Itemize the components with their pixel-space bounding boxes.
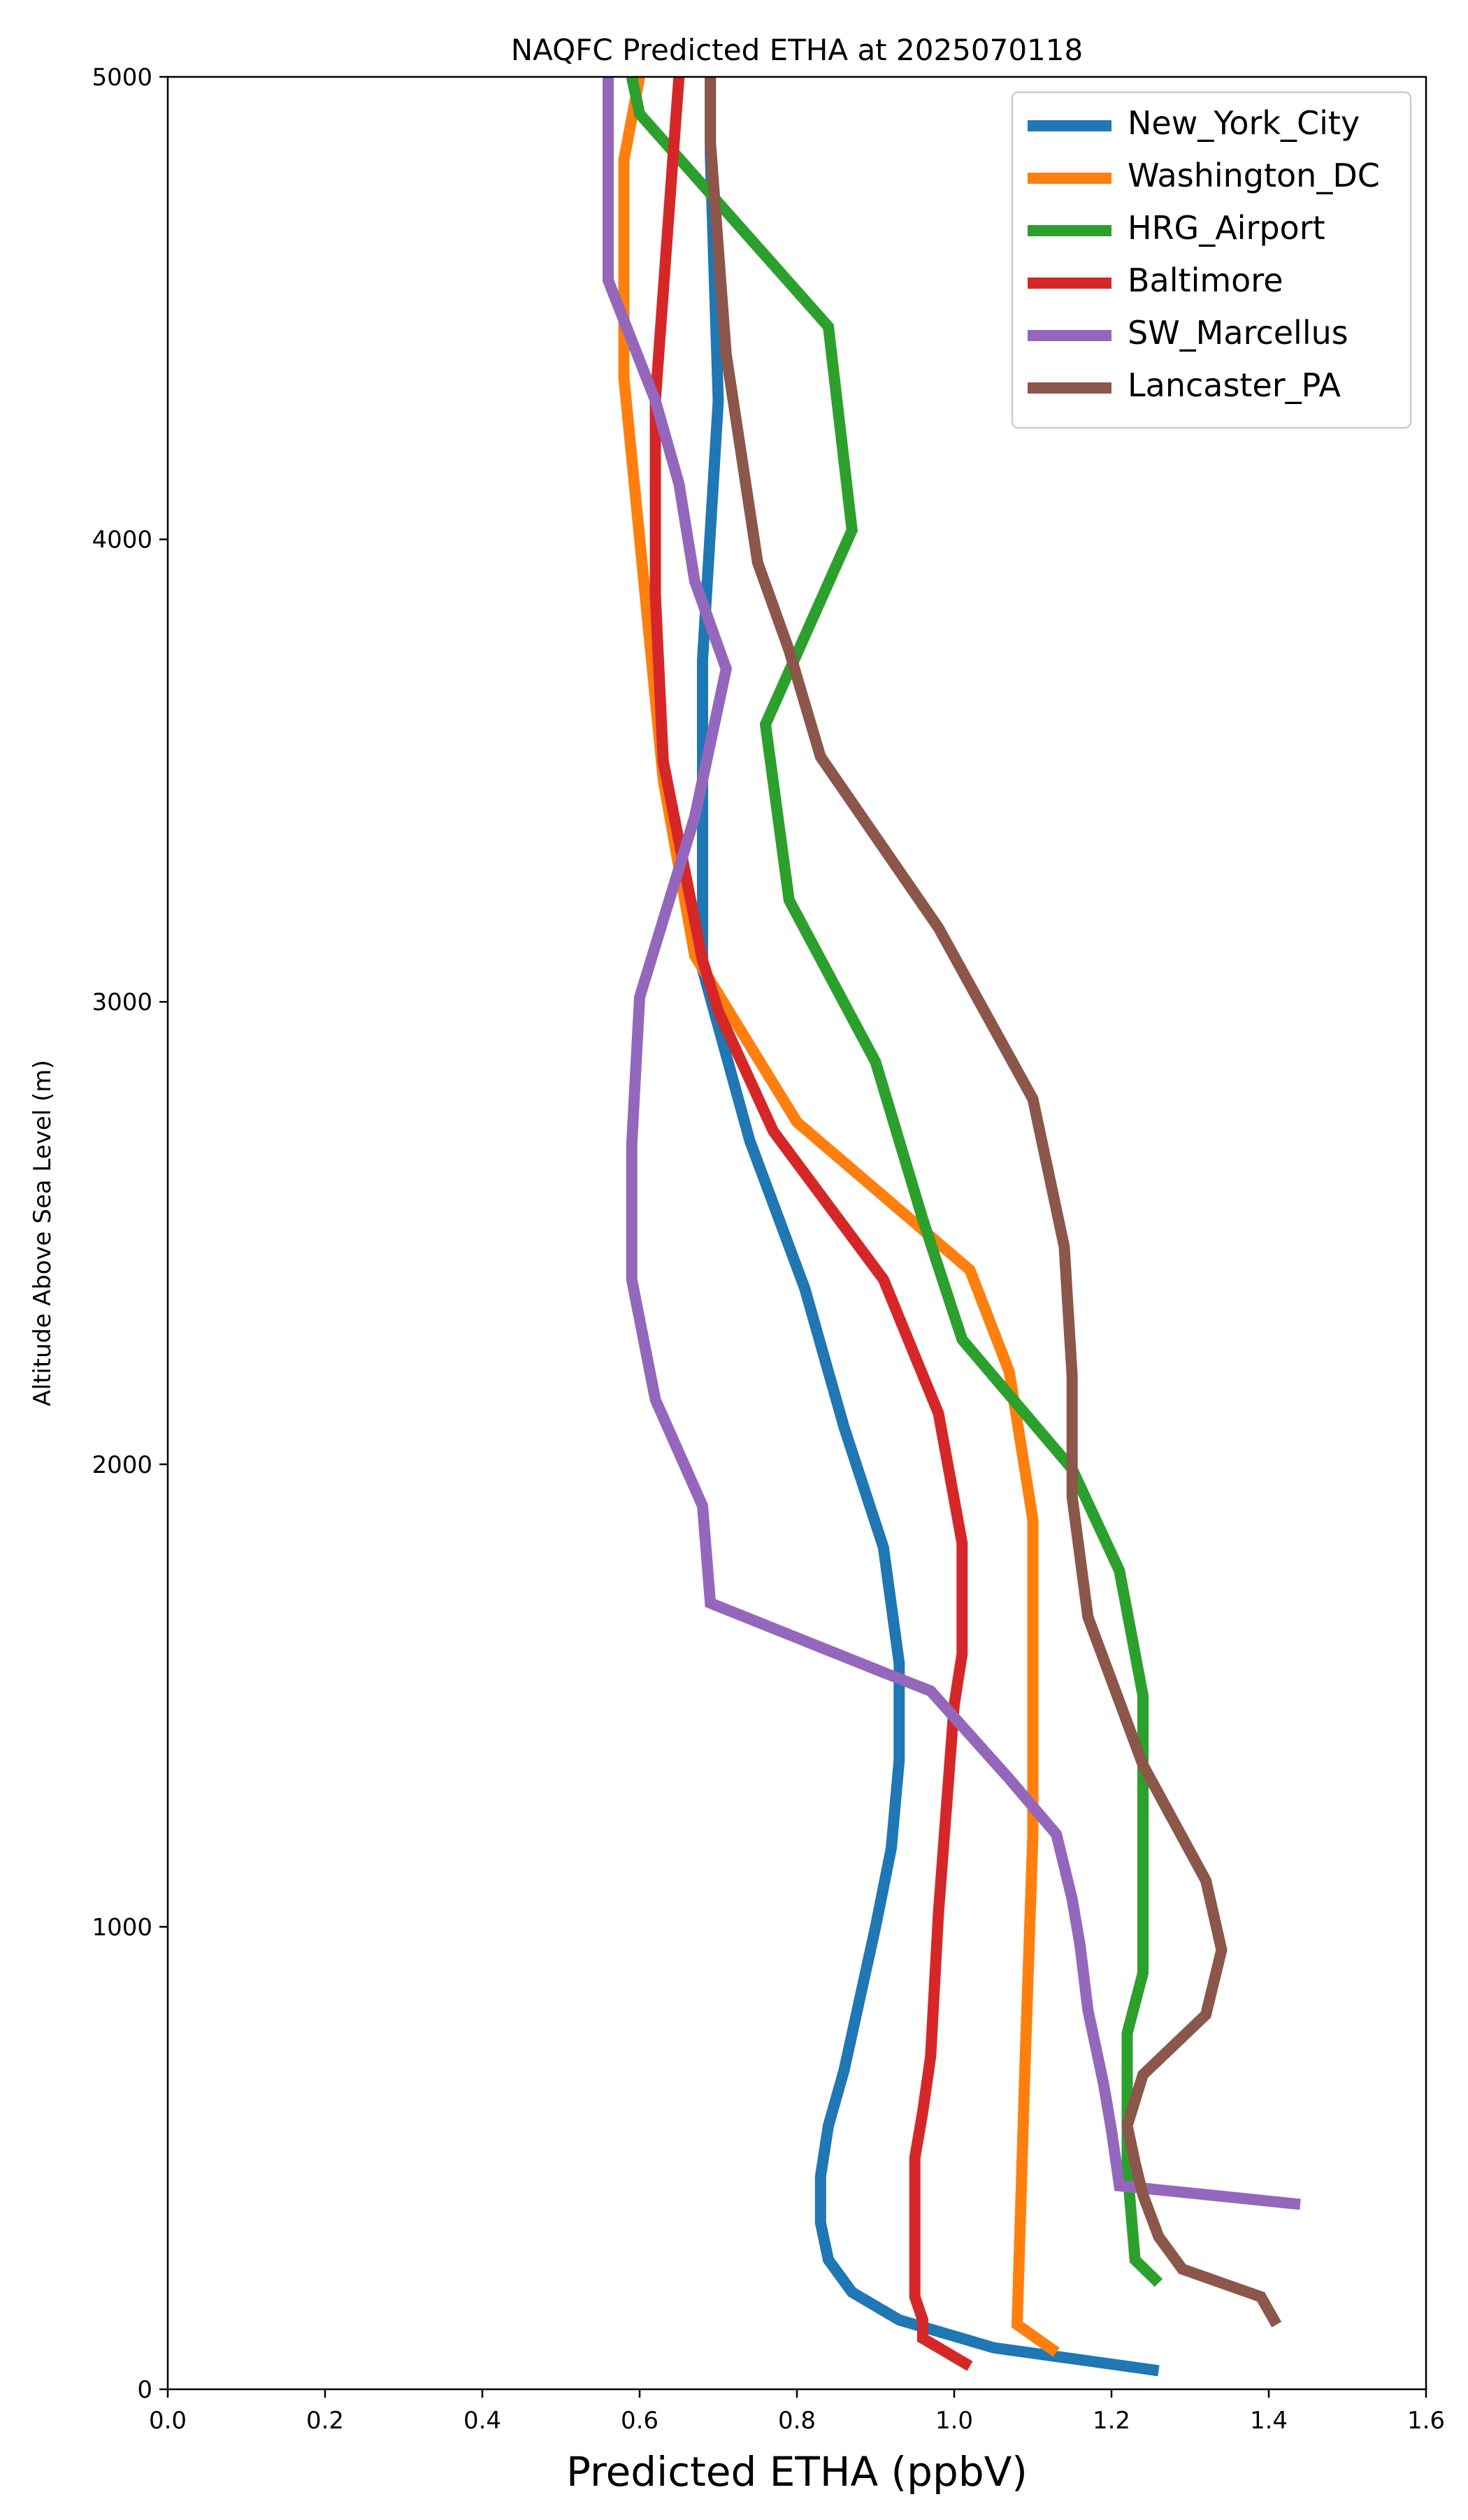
- series-line-new-york-city: [697, 77, 1160, 2377]
- legend-label: Washington_DC: [1128, 157, 1380, 194]
- x-tick-label: 0.4: [463, 2407, 501, 2435]
- series-layer: [603, 75, 1301, 2377]
- axes-layer: 0.0 0.2 0.4 0.6 0.8 1.0 1.2 1.4 1.6 0 1000 2000 3000…: [92, 64, 1445, 2435]
- y-tick-label: 3000: [92, 988, 152, 1016]
- x-tick-label: 1.0: [935, 2407, 973, 2435]
- x-tick-label: 1.6: [1407, 2407, 1445, 2435]
- chart-title: NAQFC Predicted ETHA at 2025070118: [511, 33, 1083, 67]
- legend-label: New_York_City: [1128, 104, 1360, 142]
- series-line-hrg-airport: [626, 75, 1163, 2287]
- series-line-baltimore: [649, 76, 973, 2371]
- series-line-washington-dc: [618, 75, 1060, 2357]
- series-line-sw-marcellus: [603, 77, 1301, 2210]
- y-tick-label: 5000: [92, 64, 152, 92]
- y-tick-label: 0: [137, 2376, 152, 2404]
- x-axis-label: Predicted ETHA (ppbV): [566, 2448, 1028, 2496]
- x-tick-label: 0.6: [621, 2407, 659, 2435]
- y-tick-label: 1000: [92, 1913, 152, 1941]
- x-tick-label: 0.8: [778, 2407, 816, 2435]
- x-tick-label: 0.2: [306, 2407, 344, 2435]
- y-tick-label: 2000: [92, 1451, 152, 1479]
- legend-label: SW_Marcellus: [1128, 314, 1348, 352]
- x-tick-label: 1.2: [1093, 2407, 1130, 2435]
- series-line-lancaster-pa: [705, 77, 1282, 2328]
- legend-label: Lancaster_PA: [1128, 366, 1341, 404]
- legend-label: Baltimore: [1128, 261, 1283, 299]
- legend-box: [1011, 91, 1412, 429]
- y-tick-label: 4000: [92, 526, 152, 554]
- x-tick-label: 0.0: [149, 2407, 187, 2435]
- legend: New_York_City Washington_DC HRG_Airport Bal…: [1011, 91, 1412, 429]
- y-axis-label: Altitude Above Sea Level (m): [29, 1060, 57, 1406]
- x-tick-label: 1.4: [1250, 2407, 1288, 2435]
- legend-label: HRG_Airport: [1128, 209, 1325, 247]
